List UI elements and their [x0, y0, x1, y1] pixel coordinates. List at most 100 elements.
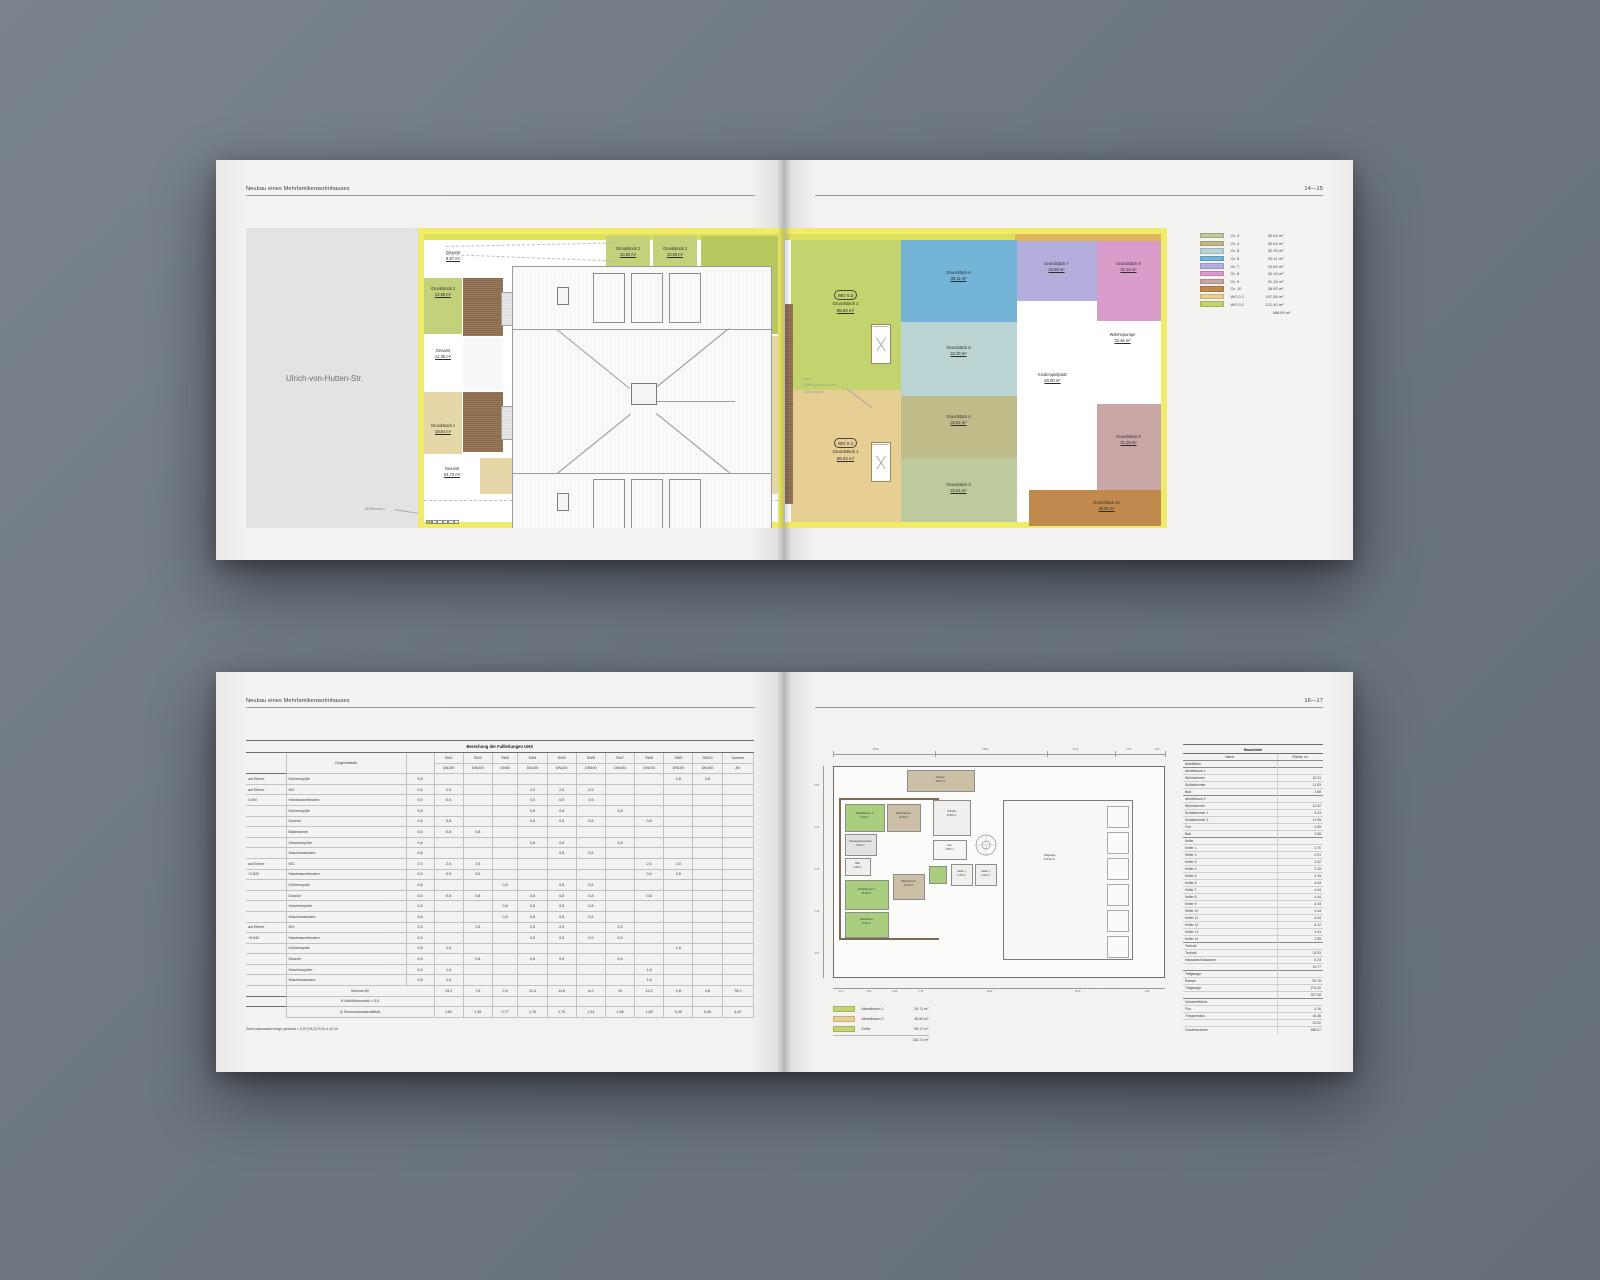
- room-name: Keller 12: [1183, 921, 1277, 929]
- table-cell: 0,8: [546, 900, 577, 912]
- table-row: Badewanne 0,8 0,8 0,8: [246, 826, 755, 838]
- raumliste-row: Keller 4 3.15: [1183, 865, 1323, 873]
- object-av: 0,8: [405, 900, 435, 912]
- garage-cell: [1106, 884, 1129, 906]
- table-cell: [634, 953, 665, 965]
- column-subheader: DN100: [546, 762, 577, 775]
- table-cell: [692, 932, 723, 944]
- summary-cell: [663, 995, 694, 1008]
- legend-swatch: [1199, 255, 1224, 262]
- table-cell: [692, 836, 723, 849]
- summary-cell: [491, 995, 519, 1008]
- level-label: [246, 836, 287, 849]
- object-name: Handwaschbecken: [285, 932, 407, 944]
- room-area: 13.53: [1276, 949, 1323, 957]
- table-cell: [692, 974, 723, 987]
- table-cell: [491, 794, 519, 806]
- table-cell: [663, 921, 694, 934]
- key-swatch: [832, 1006, 855, 1012]
- table-cell: [462, 932, 493, 944]
- parcel-3: [900, 458, 1017, 522]
- room-area: 3.42: [1276, 858, 1323, 866]
- object-av: 0,8: [405, 963, 435, 976]
- parcel-label: Grundstück 5 32.39 m²: [946, 345, 971, 357]
- parcel-10: [1028, 490, 1161, 526]
- room-name: Keller 7: [1183, 886, 1277, 894]
- room-name: Keller 4: [1183, 865, 1277, 873]
- table-cell: [491, 932, 519, 944]
- table-cell: 0,8: [462, 826, 493, 838]
- table-cell: [462, 804, 493, 817]
- raumliste-row: Keller 1 2.70: [1183, 844, 1323, 852]
- room-label: Schlafzimmer 2 11.95 m²: [857, 888, 876, 895]
- summary-cell: 12,4: [517, 985, 548, 997]
- level-label: +5.640: [246, 932, 287, 944]
- column-header: SW4: [517, 752, 548, 764]
- object-av: 0,5: [405, 794, 435, 806]
- table-cell: [663, 826, 694, 838]
- legend-row: Gr. 9 31.18 m²: [1199, 278, 1291, 286]
- table-cell: [692, 900, 723, 912]
- table-cell: [634, 836, 665, 849]
- table-cell: [462, 900, 493, 912]
- table-cell: [634, 932, 665, 944]
- table-cell: [462, 836, 493, 849]
- summary-cell: 0,45: [663, 1006, 694, 1018]
- dim-label: 11.19: [1072, 748, 1079, 751]
- table-cell: 0,5: [604, 932, 636, 944]
- table-cell: [604, 974, 636, 987]
- object-av: 2,5: [405, 857, 435, 870]
- table-cell: 0,5: [433, 868, 464, 881]
- room-rampe: [906, 770, 975, 792]
- wall: [838, 938, 939, 940]
- summary-cell: 13,2: [634, 985, 665, 997]
- table-cell: [546, 826, 577, 838]
- table-cell: [491, 921, 519, 934]
- table-cell: [634, 942, 665, 955]
- room-name: Keller 11: [1183, 914, 1277, 922]
- table-cell: [634, 773, 665, 785]
- table-cell: [604, 868, 636, 881]
- header-rule: [246, 195, 755, 196]
- table-cell: 0,8: [491, 900, 519, 912]
- table-row: auf Ebene WC 2,5 2,5 2,5 2,5 2,5: [246, 921, 755, 934]
- object-name: Küchenspüle: [285, 879, 407, 891]
- key-row: Abstellraum 1 24.71 m²: [832, 1004, 929, 1014]
- raumliste-table: Raumliste Name Fläche, m² Nutzfläche Abstell…: [1183, 744, 1323, 1034]
- table-row: +5.640 Handwaschbecken 0,5 0,5 0,5 0,5 0,5: [246, 932, 755, 944]
- roof-hip-2: [557, 413, 631, 474]
- table-cell: [433, 953, 464, 965]
- raumliste-section: Nutzfläche: [1183, 760, 1323, 768]
- page-header-right: 14—15: [814, 186, 1323, 196]
- table-cell: [721, 783, 755, 796]
- drainage-page: Neubau eines Mehrfamilienwohnhauses Bere…: [216, 672, 791, 1072]
- dim-label: 4.27: [838, 990, 844, 993]
- table-cell: [663, 879, 694, 891]
- raumliste-row: 22.52: [1183, 1019, 1323, 1027]
- room-area: 9.43: [1276, 809, 1323, 817]
- wo-tag: WO 0.2: [833, 290, 858, 301]
- table-cell: 2,5: [433, 857, 464, 870]
- table-cell: [721, 963, 755, 976]
- table-cell: [491, 953, 519, 965]
- summary-cell: [517, 995, 548, 1008]
- site-plan-right-page: 14—15 WO 0.2 Grundstück 2 85.92 m²: [784, 160, 1353, 560]
- site-plan-drawing-right: WO 0.2 Grundstück 2 85.92 m² WO 0.1 Grun…: [784, 228, 1167, 528]
- table-cell: [433, 773, 464, 785]
- room-bad: [844, 858, 871, 876]
- raumliste-row: Keller 3 3.42: [1183, 858, 1323, 866]
- table-cell: 0,5: [517, 932, 548, 944]
- dim-label: 14.39: [872, 748, 879, 751]
- site-plan-left-page: Neubau eines Mehrfamilienwohnhauses Ulri…: [216, 160, 791, 560]
- room-name: Schlafzimmer: [1183, 781, 1277, 789]
- table-cell: [663, 953, 694, 965]
- level-label: [246, 815, 287, 828]
- table-cell: [721, 953, 755, 965]
- dim-label: 2.26: [814, 910, 820, 913]
- roof-panel-3: [669, 273, 701, 323]
- object-av: 2,5: [405, 921, 435, 934]
- legend-swatch: [1199, 248, 1224, 254]
- room-name: Schlafzimmer 1: [1183, 809, 1277, 817]
- table-cell: [692, 963, 723, 976]
- street-area: [246, 228, 418, 528]
